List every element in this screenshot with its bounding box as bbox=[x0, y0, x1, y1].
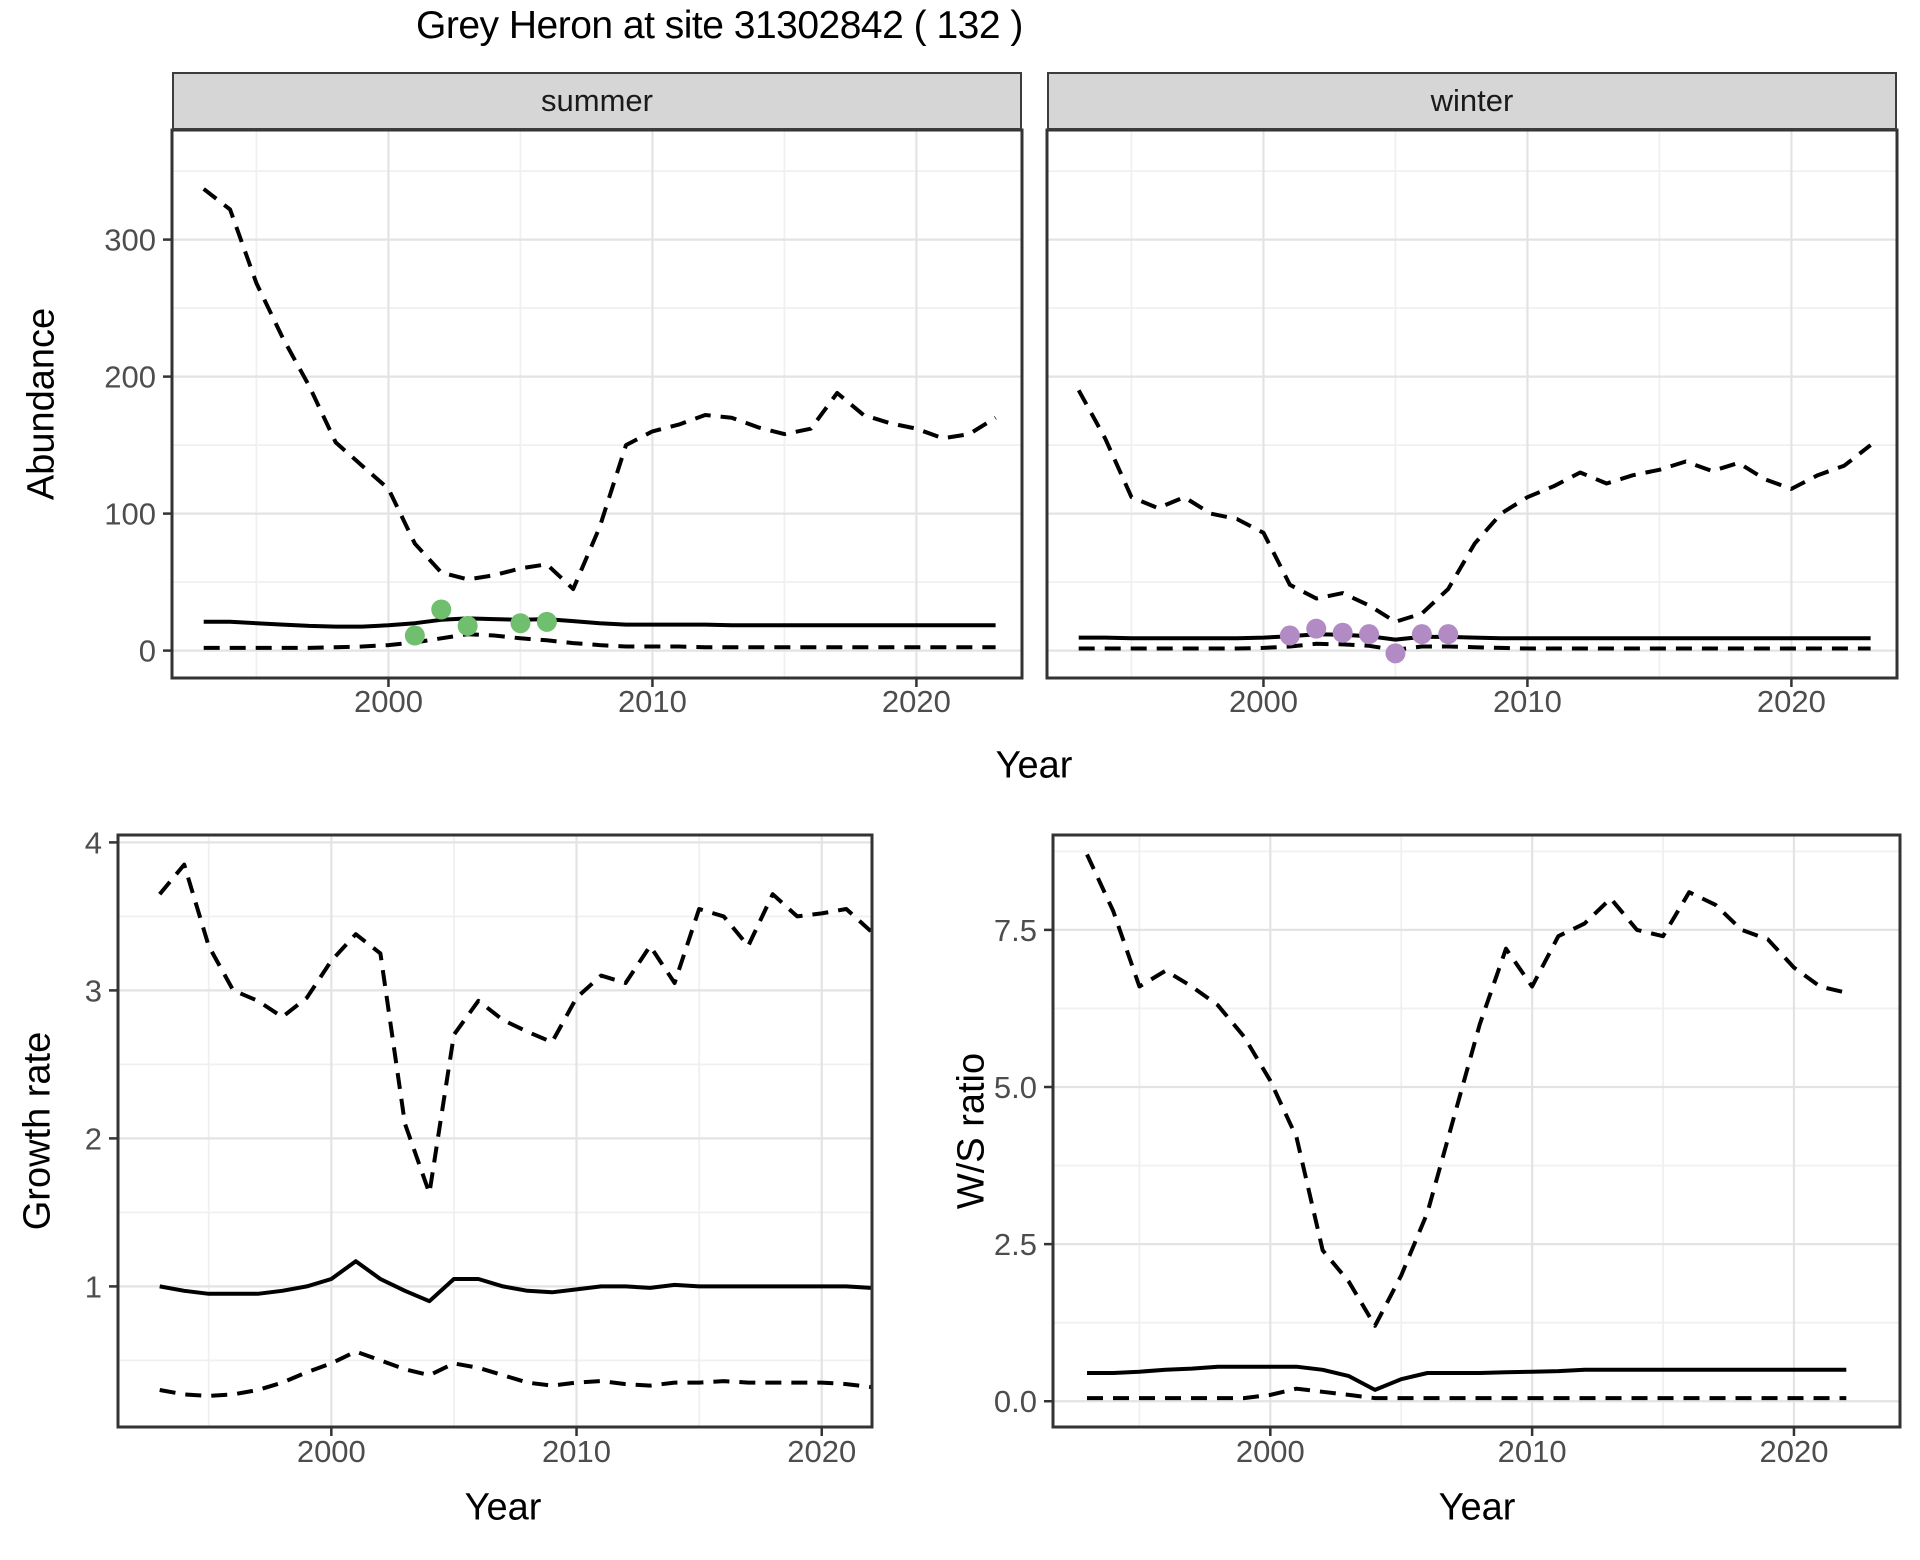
abundance-winter-x-tick-label: 2020 bbox=[1757, 684, 1826, 719]
abundance-summer-lower_ci-line bbox=[203, 632, 996, 650]
ws-ratio-panel-bg bbox=[1053, 835, 1900, 1427]
growth-rate-upper_ci-line bbox=[158, 862, 873, 1196]
growth-rate-panel-bg bbox=[118, 835, 872, 1427]
abundance-summer-x-tick-label: 2000 bbox=[354, 684, 423, 719]
ws-ratio-y-tick-label: 5.0 bbox=[994, 1070, 1037, 1105]
abundance-summer-x-tick-label: 2010 bbox=[618, 684, 687, 719]
y-axis-title-abundance: Abundance bbox=[20, 307, 63, 501]
ws-ratio-x-tick-label: 2000 bbox=[1236, 1434, 1305, 1469]
abundance-winter-lower_ci-line bbox=[1078, 641, 1871, 652]
page-title: Grey Heron at site 31302842 ( 132 ) bbox=[416, 4, 1023, 47]
abundance-winter-panel-bg bbox=[1047, 130, 1897, 678]
abundance-summer-x-tick-label: 2020 bbox=[882, 684, 951, 719]
abundance-summer-observed-counts-point bbox=[457, 615, 478, 636]
growth-rate-x-tick-label: 2010 bbox=[542, 1434, 611, 1469]
growth-rate-y-tick-label: 2 bbox=[85, 1121, 102, 1156]
abundance-winter-x-tick-label: 2010 bbox=[1493, 684, 1562, 719]
growth-rate-lower_ci-line bbox=[159, 1349, 872, 1398]
growth-rate-x-tick-label: 2020 bbox=[787, 1434, 856, 1469]
facet-strip-summer: summer bbox=[172, 72, 1022, 130]
abundance-summer-observed-counts-point bbox=[431, 599, 452, 620]
ws-ratio-lower_ci-line bbox=[1087, 1386, 1847, 1401]
growth-rate-panel-border bbox=[116, 833, 874, 1429]
abundance-summer-upper_ci-line bbox=[202, 187, 997, 591]
growth-rate-y-tick-label: 1 bbox=[85, 1269, 102, 1304]
abundance-winter-observed-counts-point bbox=[1411, 624, 1432, 645]
abundance-winter-estimate-line bbox=[1078, 632, 1871, 642]
abundance-winter-panel-border bbox=[1045, 128, 1899, 680]
abundance-winter-observed-counts-point bbox=[1438, 624, 1459, 645]
ws-ratio-x-tick-label: 2020 bbox=[1759, 1434, 1828, 1469]
abundance-winter-observed-counts-point bbox=[1359, 624, 1380, 645]
abundance-winter-upper_ci-line bbox=[1076, 389, 1872, 624]
abundance-summer-observed-counts-point bbox=[404, 625, 425, 646]
abundance-summer-y-tick-label: 0 bbox=[139, 634, 156, 669]
ws-ratio-y-tick-label: 0.0 bbox=[994, 1384, 1037, 1419]
abundance-summer-panel-border bbox=[170, 128, 1024, 680]
ws-ratio-panel-border bbox=[1051, 833, 1902, 1429]
ws-ratio-y-tick-label: 7.5 bbox=[994, 913, 1037, 948]
abundance-summer-observed-counts-point bbox=[510, 613, 531, 634]
abundance-summer-y-tick-label: 100 bbox=[104, 497, 156, 532]
facet-strip-winter: winter bbox=[1047, 72, 1897, 130]
facet-strip-winter-label: winter bbox=[1430, 83, 1514, 118]
abundance-winter-observed-counts-point bbox=[1385, 643, 1406, 664]
x-axis-title-year-top: Year bbox=[995, 744, 1073, 787]
x-axis-title-year-ws: Year bbox=[1438, 1486, 1516, 1529]
growth-rate-y-tick-label: 4 bbox=[85, 825, 102, 860]
abundance-winter-observed-counts-point bbox=[1306, 618, 1327, 639]
ws-ratio-estimate-line bbox=[1087, 1364, 1847, 1392]
abundance-summer-panel-bg bbox=[172, 130, 1022, 678]
ws-ratio-x-tick-label: 2010 bbox=[1498, 1434, 1567, 1469]
y-axis-title-ws-ratio: W/S ratio bbox=[950, 1052, 993, 1210]
x-axis-title-year-growth: Year bbox=[464, 1486, 542, 1529]
ws-ratio-y-tick-label: 2.5 bbox=[994, 1227, 1037, 1262]
ws-ratio-upper_ci-line bbox=[1085, 853, 1847, 1328]
y-axis-title-growth-rate: Growth rate bbox=[16, 1031, 59, 1231]
abundance-summer-estimate-line bbox=[203, 616, 996, 629]
abundance-winter-x-tick-label: 2000 bbox=[1229, 684, 1298, 719]
abundance-summer-observed-counts-point bbox=[536, 611, 557, 632]
abundance-winter-observed-counts-point bbox=[1279, 625, 1300, 646]
abundance-winter-observed-counts-point bbox=[1332, 622, 1353, 643]
abundance-summer-y-tick-label: 200 bbox=[104, 360, 156, 395]
abundance-summer-y-tick-label: 300 bbox=[104, 223, 156, 258]
growth-rate-x-tick-label: 2000 bbox=[297, 1434, 366, 1469]
growth-rate-y-tick-label: 3 bbox=[85, 973, 102, 1008]
facet-strip-summer-label: summer bbox=[541, 83, 653, 118]
growth-rate-estimate-line bbox=[159, 1259, 871, 1304]
